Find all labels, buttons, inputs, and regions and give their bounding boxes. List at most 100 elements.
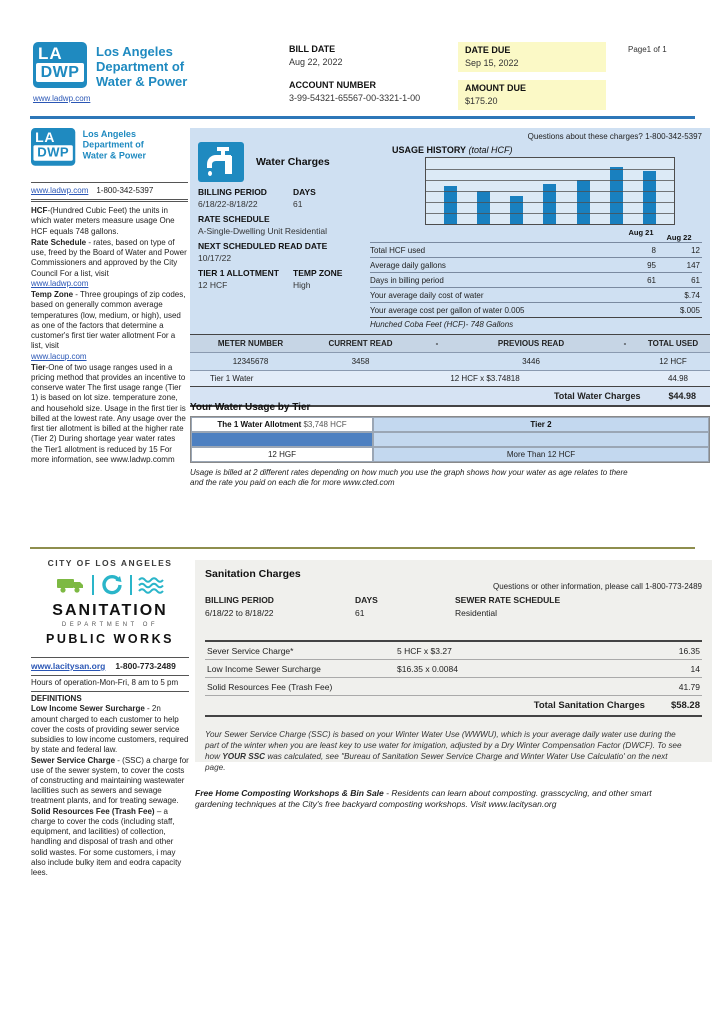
sanitation-phone: 1-800-773-2489 — [115, 661, 176, 672]
sanitation-logo-icons — [31, 573, 189, 597]
amount-due-value: $175.20 — [465, 96, 498, 106]
department-of-text: DEPARTMENT OF — [61, 622, 159, 629]
ladwp-logo-icon-small: LA DWP — [31, 128, 76, 166]
total-sanitation-charges-value: $58.28 — [670, 700, 700, 711]
rate-schedule-value: A-Single-Dwelling Unit Residential — [198, 226, 327, 236]
usage-bar — [642, 171, 656, 224]
usage-history-title: USAGE HISTORY (total HCF) — [392, 145, 513, 155]
tier-usage-note: Usage is billed at 2 different rates dep… — [190, 468, 628, 488]
total-sanitation-charges-label: Total Sanitation Charges — [533, 700, 645, 711]
definition-low-income: Low Income Sewer Surcharge - 2n amount c… — [31, 704, 189, 755]
account-number-label: ACCOUNT NUMBER — [289, 80, 376, 90]
tier1-water-row: Tier 1 Water 12 HCF x $3.74818 44.98 — [190, 370, 710, 386]
billing-period-label: BILLING PERIOD — [198, 187, 267, 197]
sewer-rate-schedule-label: SEWER RATE SCHEDULE — [455, 595, 561, 605]
water-questions-line: Questions about these charges? 1-800-342… — [527, 132, 702, 141]
column-header-aug21: Aug 21 — [628, 228, 654, 237]
tier2-range-cell: More Than 12 HCF — [373, 447, 709, 462]
definition-sewer-service: Sewer Service Charge - (SSC) a charge fo… — [31, 755, 189, 806]
lacup-website-link[interactable]: www.lacup.com — [31, 351, 87, 361]
usage-bar — [543, 184, 557, 224]
definition-tier: Tier-One of two usage ranges used in a p… — [31, 362, 186, 464]
org-line3: Water & Power — [96, 74, 188, 89]
composting-workshops-note: Free Home Composting Workshops & Bin Sal… — [195, 788, 652, 810]
water-sidebar: LA DWP Los Angeles Department of Water &… — [31, 128, 188, 466]
sanitation-charges-panel: Sanitation Charges Questions or other in… — [195, 560, 712, 772]
ladwp-website-link[interactable]: www.ladwp.com — [33, 94, 91, 103]
tier1-usage-bar-cell — [191, 432, 373, 447]
days-label: DAYS — [355, 595, 378, 605]
table-row: Total HCF used 8 12 — [370, 242, 702, 257]
amount-due-box: AMOUNT DUE $175.20 — [458, 80, 606, 110]
total-water-charges-label: Total Water Charges — [553, 391, 641, 401]
total-water-charges-row: Total Water Charges $44.98 — [190, 386, 710, 407]
sanitation-definitions: DEFINITIONS Low Income Sewer Surcharge -… — [31, 692, 189, 878]
logo-dwp-text: DWP — [36, 63, 84, 82]
sanitation-contact-row: www.lacitysan.org 1-800-773-2489 — [31, 657, 189, 676]
waves-icon — [138, 577, 164, 594]
column-header-aug22: Aug 22 — [666, 233, 692, 242]
date-due-label: DATE DUE — [465, 45, 511, 55]
meter-table-header: METER NUMBER CURRENT READ - PREVIOUS REA… — [190, 334, 710, 353]
org-name-small: Los Angeles Department of Water & Power — [82, 129, 146, 161]
tier-table: The 1 Water Allotment $3,748 HCF Tier 2 … — [190, 416, 710, 463]
org-line1: Los Angeles — [96, 44, 173, 59]
table-row: Low Income Sewer Surcharge $16.35 x 0.00… — [205, 660, 702, 678]
logo-dwp-text: DWP — [33, 145, 73, 161]
water-billing-info: Water Charges BILLING PERIOD DAYS 6/18/2… — [198, 142, 370, 332]
days-value: 61 — [293, 199, 303, 209]
sewer-rate-schedule-value: Residential — [455, 608, 498, 618]
logo-la-text: LA — [38, 44, 63, 63]
tier1-usage-bar — [192, 433, 372, 446]
usage-history-block: USAGE HISTORY (total HCF) — [370, 142, 702, 332]
bill-date-value: Aug 22, 2022 — [289, 57, 343, 67]
temp-zone-label: TEMP ZONE — [293, 268, 343, 278]
definition-solid-resources: Solid Resources Fee (Trash Fee) – a char… — [31, 806, 182, 878]
page-number: Page1 of 1 — [628, 45, 667, 54]
rate-schedule-label: RATE SCHEDULE — [198, 214, 270, 224]
usage-bar — [444, 186, 458, 224]
table-row: Your average daily cost of water $.74 — [370, 287, 702, 302]
tier1-range-cell: 12 HGF — [191, 447, 373, 462]
tier2-empty-cell — [373, 432, 709, 447]
tier1-allotment-label: TIER 1 ALLOTMENT — [198, 268, 279, 278]
water-charges-panel: Questions about these charges? 1-800-342… — [190, 128, 710, 407]
logo-divider — [130, 574, 132, 595]
usage-bar — [510, 195, 524, 224]
garbage-truck-icon — [57, 578, 83, 593]
billing-period-value: 6/18/22-8/18/22 — [198, 199, 258, 209]
amount-due-label: AMOUNT DUE — [465, 83, 526, 93]
ladwp-website-link[interactable]: www.ladwp.com — [31, 278, 89, 288]
lacitysan-website-link[interactable]: www.lacitysan.org — [31, 661, 106, 672]
billing-period-value: 6/18/22 to 8/18/22 — [205, 608, 274, 618]
water-charges-title: Water Charges — [256, 156, 330, 168]
definition-hcf: HCF-(Hundred Cubic Feet) the units in wh… — [31, 206, 175, 236]
bill-date-label: BILL DATE — [289, 44, 336, 54]
sanitation-billing-values: 6/18/22 to 8/18/22 61 Residential — [205, 608, 702, 618]
org-line2: Department of — [96, 59, 185, 74]
days-value: 61 — [355, 608, 365, 618]
sanitation-title: SANITATION — [52, 601, 168, 619]
usage-bar — [576, 179, 590, 224]
ladwp-website-link[interactable]: www.ladwp.com — [31, 186, 89, 195]
water-usage-by-tier: Your Water Usage by Tier The 1 Water All… — [190, 402, 710, 489]
public-works-text: PUBLIC WORKS — [46, 632, 174, 647]
ssc-explanation-note: Your Sewer Service Charge (SSC) is based… — [205, 730, 682, 773]
sanitation-billing-headers: BILLING PERIOD DAYS SEWER RATE SCHEDULE — [205, 595, 702, 605]
total-water-charges-value: $44.98 — [668, 391, 696, 401]
table-row: Days in billing period 61 61 — [370, 272, 702, 287]
days-label: DAYS — [293, 187, 316, 197]
hours-of-operation: Hours of operation-Mon-Fri, 8 am to 5 pm — [31, 676, 189, 693]
table-row: Your average cost per gallon of water 0.… — [370, 302, 702, 317]
water-contact-row: www.ladwp.com 1-800-342-5397 — [31, 182, 188, 201]
logo-divider — [92, 574, 94, 595]
section-divider — [30, 547, 695, 549]
table-row: Sever Service Charge* 5 HCF x $3.27 16.3… — [205, 642, 702, 660]
date-due-box: DATE DUE Sep 15, 2022 — [458, 42, 606, 72]
definition-rate-schedule: Rate Schedule - rates, based on type of … — [31, 237, 187, 288]
table-row: Average daily gallons 95 147 — [370, 257, 702, 272]
city-of-la-text: CITY OF LOS ANGELES — [47, 558, 173, 568]
billing-period-label: BILLING PERIOD — [205, 595, 274, 605]
bill-meta-column: BILL DATE Aug 22, 2022 ACCOUNT NUMBER 3-… — [289, 44, 454, 103]
